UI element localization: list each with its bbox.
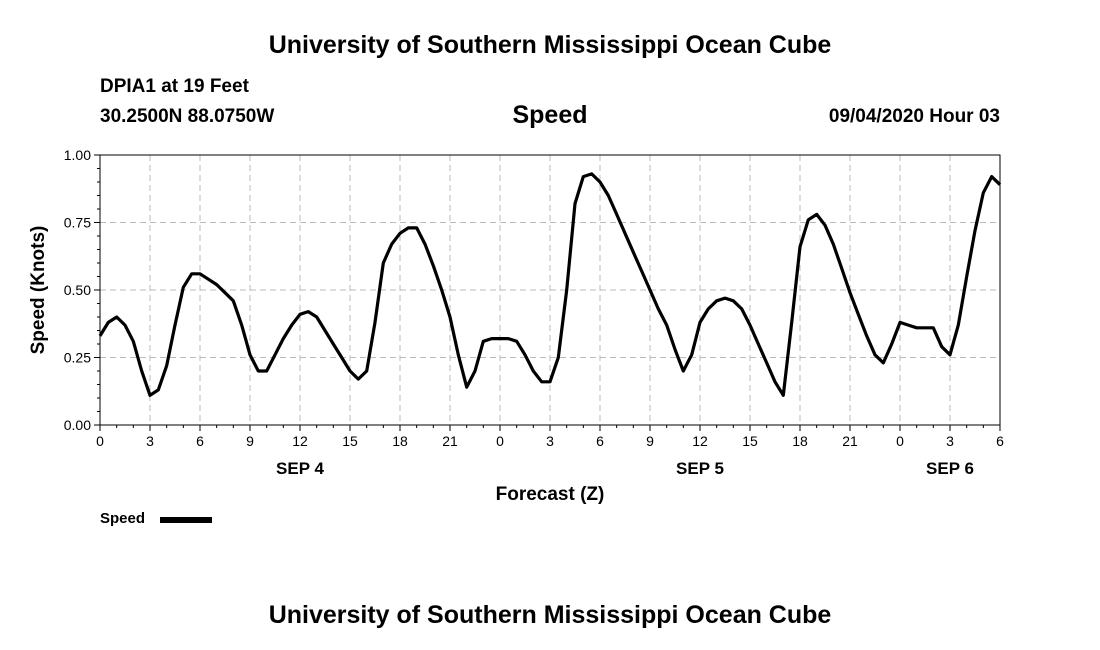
x-tick-label: 3 [546,433,554,449]
x-tick-label: 18 [392,433,408,449]
chart-grid [100,155,1000,425]
x-tick-label: 21 [442,433,458,449]
x-tick-label: 18 [792,433,808,449]
x-tick-label: 6 [196,433,204,449]
timestamp-label: 09/04/2020 Hour 03 [828,106,1000,127]
speed-series-line [98,172,1002,397]
x-tick-label: 0 [496,433,504,449]
station-label: DPIA1 at 19 Feet [100,76,249,97]
x-axis: 0 3 6 9 12 15 18 21 0 3 6 9 12 15 18 21 0 3 6 [96,425,1004,449]
x-axis-label: Forecast (Z) [496,484,605,505]
y-axis: 0.00 0.25 0.50 0.75 1.00 [64,147,100,433]
x-tick-label: 9 [646,433,654,449]
y-tick-label: 0.50 [64,282,91,298]
coordinates-label: 30.2500N 88.0750W [100,106,275,127]
y-tick-label: 1.00 [64,147,91,163]
x-tick-label: 6 [996,433,1004,449]
x-tick-label: 6 [596,433,604,449]
x-tick-label: 15 [742,433,758,449]
legend-swatch [160,517,212,523]
y-tick-label: 0.75 [64,215,91,231]
chart-title-bottom: University of Southern Mississippi Ocean… [268,601,832,629]
x-tick-label: 3 [946,433,954,449]
date-labels: SEP 4 SEP 5 SEP 6 [276,459,974,478]
x-tick-label: 0 [896,433,904,449]
x-tick-label: 3 [146,433,154,449]
x-tick-label: 0 [96,433,104,449]
date-label: SEP 6 [926,459,974,478]
date-label: SEP 5 [676,459,724,478]
legend-label: Speed [100,510,146,527]
variable-title: Speed [512,101,588,129]
x-tick-label: 9 [246,433,254,449]
chart-title-top: University of Southern Mississippi Ocean… [268,31,832,59]
y-tick-label: 0.25 [64,350,91,366]
x-tick-label: 21 [842,433,858,449]
date-label: SEP 4 [276,459,324,478]
y-tick-label: 0.00 [64,417,91,433]
x-tick-label: 12 [692,433,708,449]
x-tick-label: 15 [342,433,358,449]
y-axis-label: Speed (Knots) [28,226,49,355]
x-tick-label: 12 [292,433,308,449]
